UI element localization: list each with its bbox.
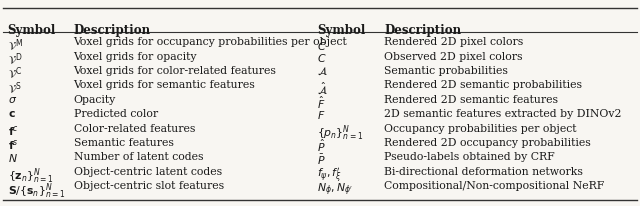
- Text: Object-centric slot features: Object-centric slot features: [74, 181, 224, 191]
- Text: Voxel grids for semantic features: Voxel grids for semantic features: [74, 80, 255, 90]
- Text: $N_\phi, N_{\phi^\prime}$: $N_\phi, N_{\phi^\prime}$: [317, 181, 353, 198]
- Text: Voxel grids for opacity: Voxel grids for opacity: [74, 52, 197, 62]
- Text: $\hat{\mathcal{A}}$: $\hat{\mathcal{A}}$: [317, 80, 328, 96]
- Text: Rendered 2D semantic features: Rendered 2D semantic features: [384, 95, 558, 105]
- Text: $N$: $N$: [8, 152, 17, 164]
- Text: $F$: $F$: [317, 109, 325, 121]
- Text: $\sigma$: $\sigma$: [8, 95, 17, 105]
- Text: $\mathcal{V}^\mathrm{D}$: $\mathcal{V}^\mathrm{D}$: [8, 52, 22, 68]
- Text: Description: Description: [384, 24, 461, 37]
- Text: $f_\psi, f^\prime_\xi$: $f_\psi, f^\prime_\xi$: [317, 167, 342, 185]
- Text: Semantic probabilities: Semantic probabilities: [384, 66, 508, 76]
- Text: Pseudo-labels obtained by CRF: Pseudo-labels obtained by CRF: [384, 152, 555, 163]
- Text: Opacity: Opacity: [74, 95, 116, 105]
- Text: Rendered 2D occupancy probabilities: Rendered 2D occupancy probabilities: [384, 138, 591, 148]
- Text: Number of latent codes: Number of latent codes: [74, 152, 203, 163]
- Text: $\hat{C}$: $\hat{C}$: [317, 37, 326, 53]
- Text: $\mathbf{S} / \{\mathbf{s}_n\}_{n=1}^N$: $\mathbf{S} / \{\mathbf{s}_n\}_{n=1}^N$: [8, 181, 65, 201]
- Text: Color-related features: Color-related features: [74, 124, 195, 134]
- Text: $\mathcal{V}^\mathrm{S}$: $\mathcal{V}^\mathrm{S}$: [8, 80, 21, 97]
- Text: $\{\mathbf{z}_n\}_{n=1}^N$: $\{\mathbf{z}_n\}_{n=1}^N$: [8, 167, 53, 186]
- Text: $\hat{P}$: $\hat{P}$: [317, 138, 325, 154]
- Text: Occupancy probabilities per object: Occupancy probabilities per object: [384, 124, 577, 134]
- Text: Symbol: Symbol: [317, 24, 365, 37]
- Text: $\mathbf{f}^s$: $\mathbf{f}^s$: [8, 138, 19, 152]
- Text: $\{p_n\}_{n=1}^N$: $\{p_n\}_{n=1}^N$: [317, 124, 363, 143]
- Text: Compositional/Non-compositional NeRF: Compositional/Non-compositional NeRF: [384, 181, 604, 191]
- Text: Observed 2D pixel colors: Observed 2D pixel colors: [384, 52, 522, 62]
- Text: 2D semantic features extracted by DINOv2: 2D semantic features extracted by DINOv2: [384, 109, 621, 119]
- Text: Bi-directional deformation networks: Bi-directional deformation networks: [384, 167, 583, 177]
- Text: $\hat{F}$: $\hat{F}$: [317, 95, 325, 111]
- Text: $\mathbf{c}$: $\mathbf{c}$: [8, 109, 15, 119]
- Text: Semantic features: Semantic features: [74, 138, 173, 148]
- Text: $\mathbf{f}^c$: $\mathbf{f}^c$: [8, 124, 19, 138]
- Text: $\mathcal{V}^\mathrm{M}$: $\mathcal{V}^\mathrm{M}$: [8, 37, 22, 54]
- Text: $\mathcal{V}^\mathrm{C}$: $\mathcal{V}^\mathrm{C}$: [8, 66, 22, 82]
- Text: $C$: $C$: [317, 52, 326, 63]
- Text: Description: Description: [74, 24, 151, 37]
- Text: Voxel grids for color-related features: Voxel grids for color-related features: [74, 66, 276, 76]
- Text: Rendered 2D semantic probabilities: Rendered 2D semantic probabilities: [384, 80, 582, 90]
- Text: Object-centric latent codes: Object-centric latent codes: [74, 167, 221, 177]
- Text: Rendered 2D pixel colors: Rendered 2D pixel colors: [384, 37, 524, 47]
- Text: $\bar{P}$: $\bar{P}$: [317, 152, 325, 167]
- Text: Symbol: Symbol: [8, 24, 56, 37]
- Text: Voxel grids for occupancy probabilities per object: Voxel grids for occupancy probabilities …: [74, 37, 348, 47]
- Text: Predicted color: Predicted color: [74, 109, 157, 119]
- Text: $\mathcal{A}$: $\mathcal{A}$: [317, 66, 328, 77]
